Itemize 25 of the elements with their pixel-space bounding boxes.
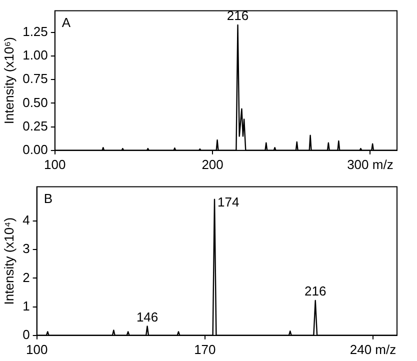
x-tick-label: 100 (44, 156, 66, 172)
y-tick-label: 2 (22, 270, 30, 285)
y-tick-label: 1.25 (22, 24, 48, 40)
annotation: 216 (304, 284, 326, 299)
x-tick-label: 170 (194, 342, 216, 357)
annotation: 216 (226, 8, 249, 24)
y-tick-label: 0.75 (22, 71, 48, 86)
y-tick-label: 0.25 (22, 118, 48, 134)
y-tick-label: 4 (22, 212, 30, 228)
y-tick-label: 3 (22, 241, 30, 256)
annotation: 174 (218, 194, 240, 210)
annotation: 146 (136, 309, 158, 324)
y-tick-label: 1 (22, 298, 30, 314)
annotation: A (62, 14, 71, 30)
y-tick-label: 0.50 (22, 94, 48, 110)
y-axis-title: Intensity (x10⁶) (1, 37, 16, 124)
x-tick-label: 100 (26, 342, 48, 357)
annotation: B (44, 190, 52, 206)
x-tick-label: 200 (202, 156, 224, 172)
y-tick-label: 0 (22, 326, 30, 342)
x-tick-label: 300 m/z (347, 156, 394, 172)
y-axis-title: Intensity (x10⁴) (1, 217, 16, 305)
y-tick-label: 1.00 (22, 48, 48, 63)
y-tick-label: 0.00 (22, 142, 48, 157)
x-tick-label: 240 m/z (350, 342, 396, 357)
